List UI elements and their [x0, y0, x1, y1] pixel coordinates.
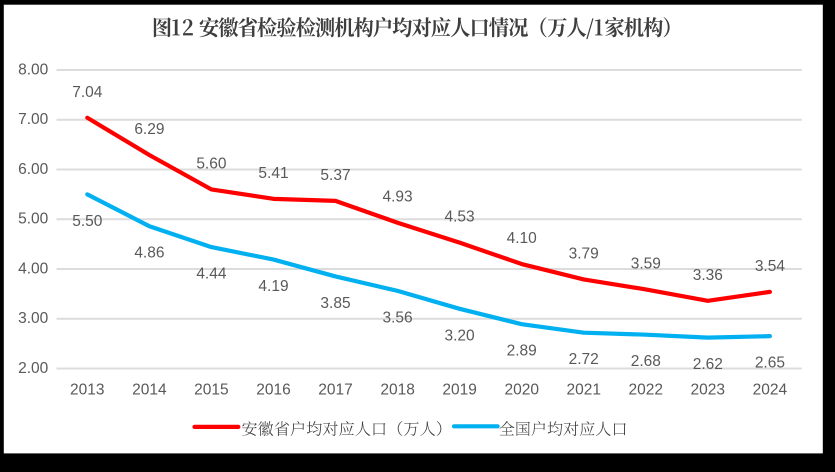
svg-text:3.85: 3.85 [320, 295, 350, 312]
svg-text:2024: 2024 [753, 382, 788, 399]
svg-text:5.00: 5.00 [18, 211, 49, 228]
svg-text:2.62: 2.62 [693, 356, 723, 373]
svg-text:2023: 2023 [691, 382, 725, 399]
svg-text:2018: 2018 [380, 382, 414, 399]
svg-text:2.72: 2.72 [569, 351, 599, 368]
svg-text:2.65: 2.65 [755, 355, 785, 372]
svg-text:8.00: 8.00 [18, 61, 49, 78]
svg-text:3.79: 3.79 [569, 245, 599, 262]
svg-text:6.29: 6.29 [134, 121, 164, 138]
svg-text:2013: 2013 [70, 382, 104, 399]
svg-text:4.44: 4.44 [196, 266, 227, 283]
svg-text:5.37: 5.37 [320, 167, 350, 184]
svg-text:2020: 2020 [504, 382, 539, 399]
svg-text:4.93: 4.93 [383, 189, 413, 206]
svg-text:4.86: 4.86 [134, 245, 164, 262]
svg-text:2021: 2021 [566, 382, 600, 399]
svg-text:6.00: 6.00 [18, 161, 49, 178]
svg-text:3.00: 3.00 [18, 310, 49, 327]
svg-text:4.53: 4.53 [445, 209, 475, 226]
svg-text:7.04: 7.04 [72, 84, 103, 101]
svg-text:4.00: 4.00 [18, 260, 49, 277]
svg-text:3.54: 3.54 [755, 258, 786, 275]
svg-text:2.68: 2.68 [631, 353, 661, 370]
svg-text:3.56: 3.56 [383, 309, 413, 326]
svg-text:5.60: 5.60 [196, 155, 227, 172]
svg-text:7.00: 7.00 [18, 111, 49, 128]
svg-text:2022: 2022 [629, 382, 663, 399]
svg-text:3.36: 3.36 [693, 267, 723, 284]
svg-text:2017: 2017 [318, 382, 352, 399]
svg-text:4.10: 4.10 [507, 230, 538, 247]
svg-text:2015: 2015 [194, 382, 228, 399]
svg-text:2019: 2019 [442, 382, 476, 399]
svg-text:2014: 2014 [132, 382, 167, 399]
svg-text:5.50: 5.50 [72, 213, 103, 230]
svg-text:2.00: 2.00 [18, 360, 49, 377]
svg-text:2016: 2016 [256, 382, 290, 399]
svg-text:4.19: 4.19 [258, 278, 288, 295]
svg-text:3.20: 3.20 [445, 327, 476, 344]
svg-text:5.41: 5.41 [258, 165, 288, 182]
svg-text:2.89: 2.89 [507, 343, 537, 360]
svg-text:3.59: 3.59 [631, 255, 661, 272]
